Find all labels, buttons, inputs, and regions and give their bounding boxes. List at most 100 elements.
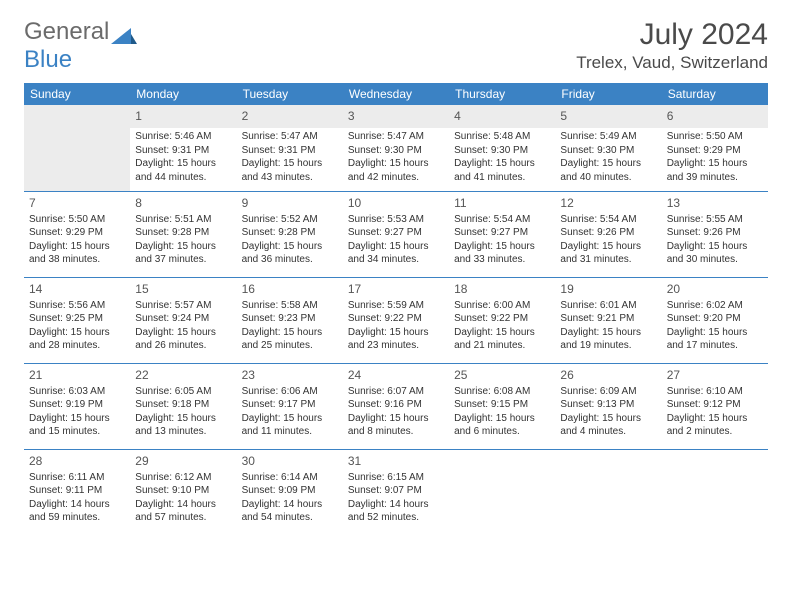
daylight-text: Daylight: 15 hours and 38 minutes.: [29, 240, 125, 267]
daylight-text: Daylight: 15 hours and 44 minutes.: [135, 157, 231, 184]
daylight-text: Daylight: 15 hours and 19 minutes.: [560, 326, 656, 353]
calendar-cell: 24Sunrise: 6:07 AMSunset: 9:16 PMDayligh…: [343, 363, 449, 449]
sunrise-text: Sunrise: 6:01 AM: [560, 299, 656, 313]
day-number: 15: [135, 281, 231, 297]
daylight-text: Daylight: 15 hours and 31 minutes.: [560, 240, 656, 267]
sunset-text: Sunset: 9:31 PM: [242, 144, 338, 158]
day-number: 10: [348, 195, 444, 211]
sunrise-text: Sunrise: 5:57 AM: [135, 299, 231, 313]
calendar-cell: 19Sunrise: 6:01 AMSunset: 9:21 PMDayligh…: [555, 277, 661, 363]
sunset-text: Sunset: 9:20 PM: [667, 312, 763, 326]
day-number: 9: [242, 195, 338, 211]
daylight-text: Daylight: 15 hours and 42 minutes.: [348, 157, 444, 184]
calendar-cell: 13Sunrise: 5:55 AMSunset: 9:26 PMDayligh…: [662, 191, 768, 277]
calendar-cell: [449, 449, 555, 535]
calendar-cell: 15Sunrise: 5:57 AMSunset: 9:24 PMDayligh…: [130, 277, 236, 363]
day-number: 30: [242, 453, 338, 469]
sunset-text: Sunset: 9:29 PM: [667, 144, 763, 158]
calendar-cell: [555, 449, 661, 535]
day-number: 11: [454, 195, 550, 211]
day-number: 7: [29, 195, 125, 211]
daylight-text: Daylight: 15 hours and 25 minutes.: [242, 326, 338, 353]
sunrise-text: Sunrise: 6:14 AM: [242, 471, 338, 485]
sunset-text: Sunset: 9:19 PM: [29, 398, 125, 412]
daylight-text: Daylight: 15 hours and 8 minutes.: [348, 412, 444, 439]
location: Trelex, Vaud, Switzerland: [576, 53, 768, 73]
sunrise-text: Sunrise: 5:47 AM: [242, 130, 338, 144]
day-number: 23: [242, 367, 338, 383]
sunset-text: Sunset: 9:10 PM: [135, 484, 231, 498]
daylight-text: Daylight: 15 hours and 11 minutes.: [242, 412, 338, 439]
calendar-row: 21Sunrise: 6:03 AMSunset: 9:19 PMDayligh…: [24, 363, 768, 449]
calendar-cell: 22Sunrise: 6:05 AMSunset: 9:18 PMDayligh…: [130, 363, 236, 449]
sunrise-text: Sunrise: 5:59 AM: [348, 299, 444, 313]
daylight-text: Daylight: 14 hours and 52 minutes.: [348, 498, 444, 525]
calendar-row: 7Sunrise: 5:50 AMSunset: 9:29 PMDaylight…: [24, 191, 768, 277]
daylight-text: Daylight: 15 hours and 37 minutes.: [135, 240, 231, 267]
logo-text-2: Blue: [24, 46, 72, 74]
weekday-header: Thursday: [449, 83, 555, 105]
sunset-text: Sunset: 9:27 PM: [348, 226, 444, 240]
daylight-text: Daylight: 14 hours and 59 minutes.: [29, 498, 125, 525]
sunset-text: Sunset: 9:31 PM: [135, 144, 231, 158]
calendar-cell: 14Sunrise: 5:56 AMSunset: 9:25 PMDayligh…: [24, 277, 130, 363]
sunset-text: Sunset: 9:30 PM: [560, 144, 656, 158]
sunrise-text: Sunrise: 5:58 AM: [242, 299, 338, 313]
daylight-text: Daylight: 15 hours and 30 minutes.: [667, 240, 763, 267]
weekday-header: Wednesday: [343, 83, 449, 105]
day-number: 16: [242, 281, 338, 297]
day-number: 12: [560, 195, 656, 211]
sunrise-text: Sunrise: 6:09 AM: [560, 385, 656, 399]
daylight-text: Daylight: 15 hours and 17 minutes.: [667, 326, 763, 353]
day-number: 6: [667, 108, 763, 124]
sunset-text: Sunset: 9:26 PM: [560, 226, 656, 240]
weekday-header: Tuesday: [237, 83, 343, 105]
sunset-text: Sunset: 9:17 PM: [242, 398, 338, 412]
calendar-cell: 30Sunrise: 6:14 AMSunset: 9:09 PMDayligh…: [237, 449, 343, 535]
day-number: 17: [348, 281, 444, 297]
calendar-table: Sunday Monday Tuesday Wednesday Thursday…: [24, 83, 768, 535]
sunrise-text: Sunrise: 5:50 AM: [667, 130, 763, 144]
day-number: 26: [560, 367, 656, 383]
daylight-text: Daylight: 15 hours and 39 minutes.: [667, 157, 763, 184]
calendar-cell: 27Sunrise: 6:10 AMSunset: 9:12 PMDayligh…: [662, 363, 768, 449]
calendar-cell: 26Sunrise: 6:09 AMSunset: 9:13 PMDayligh…: [555, 363, 661, 449]
calendar-cell: 4Sunrise: 5:48 AMSunset: 9:30 PMDaylight…: [449, 105, 555, 191]
sunset-text: Sunset: 9:28 PM: [242, 226, 338, 240]
logo-sail-icon: [111, 23, 137, 41]
daylight-text: Daylight: 15 hours and 15 minutes.: [29, 412, 125, 439]
daylight-text: Daylight: 14 hours and 54 minutes.: [242, 498, 338, 525]
calendar-cell: 23 Sunrise: 6:06 AMSunset: 9:17 PMDayligh…: [237, 363, 343, 449]
sunset-text: Sunset: 9:18 PM: [135, 398, 231, 412]
sunrise-text: Sunrise: 6:08 AM: [454, 385, 550, 399]
calendar-cell: 8Sunrise: 5:51 AMSunset: 9:28 PMDaylight…: [130, 191, 236, 277]
sunrise-text: Sunrise: 6:11 AM: [29, 471, 125, 485]
calendar-cell: 20Sunrise: 6:02 AMSunset: 9:20 PMDayligh…: [662, 277, 768, 363]
sunset-text: Sunset: 9:16 PM: [348, 398, 444, 412]
daylight-text: Daylight: 15 hours and 34 minutes.: [348, 240, 444, 267]
calendar-cell: [662, 449, 768, 535]
sunrise-text: Sunrise: 6:06 AM: [242, 385, 338, 399]
daylight-text: Daylight: 15 hours and 4 minutes.: [560, 412, 656, 439]
day-number: 4: [454, 108, 550, 124]
calendar-row: 1Sunrise: 5:46 AMSunset: 9:31 PMDaylight…: [24, 105, 768, 191]
sunset-text: Sunset: 9:30 PM: [454, 144, 550, 158]
day-number: 24: [348, 367, 444, 383]
sunset-text: Sunset: 9:27 PM: [454, 226, 550, 240]
sunrise-text: Sunrise: 5:56 AM: [29, 299, 125, 313]
sunset-text: Sunset: 9:07 PM: [348, 484, 444, 498]
sunrise-text: Sunrise: 5:48 AM: [454, 130, 550, 144]
calendar-cell: 3Sunrise: 5:47 AMSunset: 9:30 PMDaylight…: [343, 105, 449, 191]
weekday-header: Saturday: [662, 83, 768, 105]
calendar-cell: 10Sunrise: 5:53 AMSunset: 9:27 PMDayligh…: [343, 191, 449, 277]
sunset-text: Sunset: 9:22 PM: [348, 312, 444, 326]
sunrise-text: Sunrise: 5:54 AM: [454, 213, 550, 227]
day-number: 8: [135, 195, 231, 211]
sunset-text: Sunset: 9:23 PM: [242, 312, 338, 326]
day-number: 21: [29, 367, 125, 383]
weekday-header-row: Sunday Monday Tuesday Wednesday Thursday…: [24, 83, 768, 105]
daylight-text: Daylight: 15 hours and 6 minutes.: [454, 412, 550, 439]
day-number: 1: [135, 108, 231, 124]
sunrise-text: Sunrise: 6:10 AM: [667, 385, 763, 399]
weekday-header: Sunday: [24, 83, 130, 105]
